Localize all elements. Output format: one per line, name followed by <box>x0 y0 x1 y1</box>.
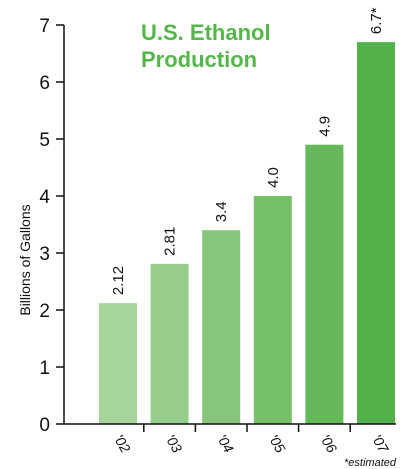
bar <box>305 144 344 424</box>
y-tick-label: 6 <box>39 73 50 94</box>
chart-title-line-1: U.S. Ethanol <box>141 20 271 45</box>
bar <box>150 263 189 424</box>
x-tick-label: '05 <box>266 432 289 456</box>
data-label: 2.12 <box>110 266 127 295</box>
x-axis: '02 '03 '04 '05 '06 '07 <box>64 423 396 457</box>
bar <box>202 230 241 424</box>
bar <box>357 42 395 424</box>
data-label: 2.81 <box>162 227 179 256</box>
y-tick-label: 7 <box>39 16 50 37</box>
y-axis: 0 1 2 3 4 5 6 7 <box>39 16 65 436</box>
y-tick-label: 4 <box>39 187 50 208</box>
y-tick-label: 5 <box>39 130 50 151</box>
data-label: 4.9 <box>316 116 333 137</box>
x-tick-label: '07 <box>369 432 393 457</box>
bar <box>253 196 292 424</box>
y-axis-label: Billions of Gallons <box>17 204 33 315</box>
data-label: 3.4 <box>213 201 230 222</box>
bars: 2.12 2.81 3.4 4.0 4.9 6.7* <box>99 7 395 424</box>
data-label: 6.7* <box>368 7 385 34</box>
data-label: 4.0 <box>265 167 282 188</box>
x-tick-label: '06 <box>317 432 340 456</box>
y-tick-label: 0 <box>39 415 50 436</box>
y-tick-label: 1 <box>39 358 50 379</box>
estimated-footnote: *estimated <box>344 457 397 469</box>
x-tick-label: '04 <box>214 432 237 456</box>
bar <box>99 303 137 424</box>
x-tick-label: '02 <box>111 432 134 456</box>
y-tick-label: 3 <box>39 244 50 265</box>
x-tick-label: '03 <box>162 432 185 456</box>
chart-title-line-2: Production <box>141 47 257 72</box>
y-tick-label: 2 <box>39 301 50 322</box>
